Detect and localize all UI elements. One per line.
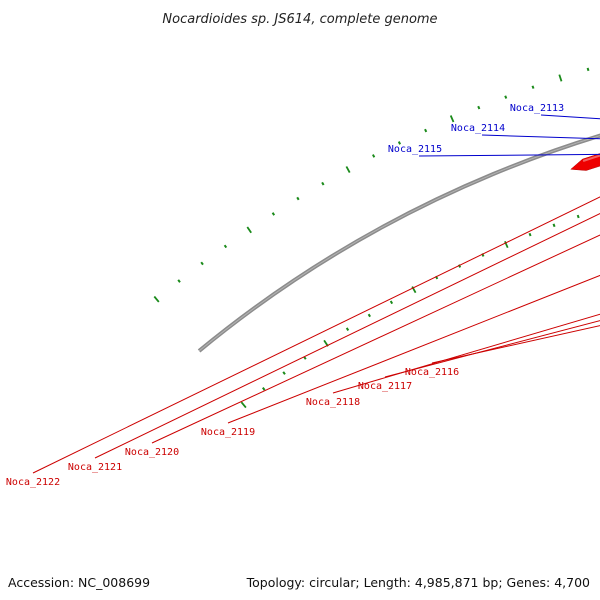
gene-leader-line bbox=[384, 320, 600, 378]
outer-tick-ring-tick bbox=[153, 295, 160, 303]
gene-label-bottom: Noca_2122 bbox=[6, 477, 60, 488]
gene-leader-line bbox=[418, 153, 600, 157]
gene-labels: Noca_2113 Noca_2114 Noca_2115 Noca_2116 Noca… bbox=[6, 103, 600, 488]
inner-tick-ring-tick bbox=[504, 240, 509, 249]
gene-label-bottom: Noca_2121 bbox=[68, 462, 122, 473]
gene-features bbox=[570, 153, 600, 171]
gene-label-bottom: Noca_2119 bbox=[201, 427, 255, 438]
outer-tick-ring-tick bbox=[397, 141, 402, 145]
gene-label-bottom: Noca_2120 bbox=[125, 447, 179, 458]
outer-tick-ring-tick bbox=[424, 128, 428, 133]
accession-label: Accession: NC_008699 bbox=[8, 575, 150, 590]
outer-tick-ring-tick bbox=[296, 196, 300, 201]
inner-tick-ring-tick bbox=[367, 313, 371, 318]
outer-tick-ring-tick bbox=[177, 279, 181, 283]
outer-tick-ring-tick bbox=[449, 115, 455, 123]
outer-tick-ring-tick bbox=[558, 74, 563, 82]
gene-feature-red-h bbox=[570, 153, 600, 171]
inner-tick-ring-tick bbox=[576, 214, 580, 219]
outer-tick-ring-tick bbox=[246, 226, 252, 234]
gene-label-bottom: Noca_2117 bbox=[358, 381, 412, 392]
outer-tick-ring-tick bbox=[504, 95, 508, 99]
gene-leader-line bbox=[332, 313, 600, 394]
backbone-highlight bbox=[198, 135, 600, 352]
gene-label-top: Noca_2113 bbox=[510, 103, 564, 114]
outer-tick-ring-tick bbox=[200, 261, 204, 266]
inner-tick-ring-tick bbox=[528, 232, 532, 237]
gene-leader-line bbox=[227, 274, 600, 424]
outer-tick-ring-tick bbox=[271, 212, 276, 216]
gene-leader-line bbox=[431, 325, 600, 364]
gene-label-bottom: Noca_2118 bbox=[306, 397, 360, 408]
inner-tick-ring-tick bbox=[345, 327, 350, 331]
inner-tick-ring-tick bbox=[282, 371, 286, 375]
inner-tick-ring-tick bbox=[552, 223, 556, 228]
gene-leader-line bbox=[151, 234, 600, 444]
inner-tick-ring-tick bbox=[261, 387, 266, 391]
gene-label-top: Noca_2115 bbox=[388, 144, 442, 155]
gene-leader-line bbox=[32, 196, 600, 474]
outer-tick-ring-tick bbox=[372, 154, 376, 158]
outer-tick-ring-tick bbox=[586, 67, 590, 72]
gene-feature-red-h-body bbox=[570, 153, 600, 171]
gene-leader-line bbox=[94, 212, 600, 459]
map-title: Nocardioides sp. JS614, complete genome bbox=[162, 12, 437, 27]
gene-label-bottom: Noca_2116 bbox=[405, 367, 459, 378]
outer-tick-ring-tick bbox=[531, 85, 535, 89]
summary-label: Topology: circular; Length: 4,985,871 bp… bbox=[246, 575, 590, 590]
outer-tick-ring-tick bbox=[477, 105, 481, 110]
inner-tick-ring-tick bbox=[240, 401, 247, 409]
inner-tick-ring-tick bbox=[389, 300, 394, 305]
scale-ticks: 2259 kbp2260 kbp2261 kbp2262 kbp2263 kbp… bbox=[153, 67, 590, 409]
genome-backbone bbox=[197, 133, 600, 353]
outer-tick-ring-tick bbox=[223, 244, 228, 249]
outer-tick-ring-tick bbox=[345, 166, 351, 174]
gene-label-top: Noca_2114 bbox=[451, 123, 505, 134]
outer-tick-ring-tick bbox=[321, 181, 325, 186]
gene-feature-red-h-shine bbox=[582, 154, 600, 162]
